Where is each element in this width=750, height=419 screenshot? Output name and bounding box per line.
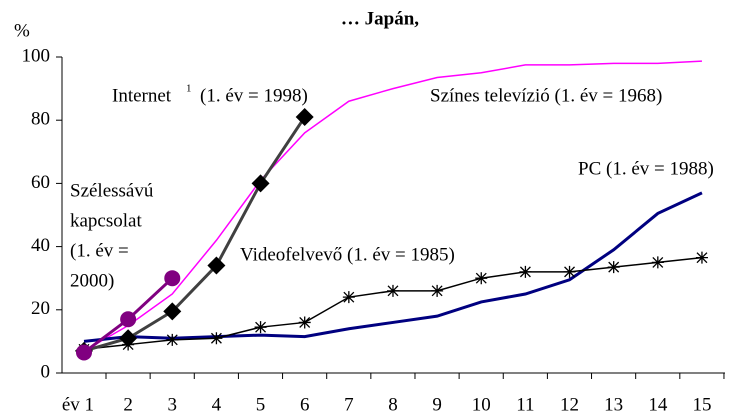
series-label: (1. év = bbox=[70, 240, 129, 261]
x-tick-label: 15 bbox=[692, 394, 711, 415]
y-axis-label: % bbox=[14, 20, 30, 41]
x-tick-label: 2 bbox=[123, 394, 133, 415]
x-tick-label: 4 bbox=[212, 394, 222, 415]
marker bbox=[251, 174, 270, 193]
marker bbox=[607, 261, 620, 274]
series-line bbox=[83, 116, 306, 353]
x-tick-label: 5 bbox=[256, 394, 266, 415]
y-tick-label: 80 bbox=[31, 109, 50, 130]
marker bbox=[695, 251, 708, 264]
marker bbox=[295, 108, 314, 127]
marker bbox=[76, 344, 92, 361]
marker bbox=[342, 291, 355, 304]
x-tick-label: 6 bbox=[300, 394, 310, 415]
marker bbox=[207, 256, 226, 275]
x-tick-label: 10 bbox=[472, 394, 491, 415]
marker bbox=[563, 265, 576, 278]
marker bbox=[119, 329, 138, 348]
marker bbox=[120, 311, 137, 328]
y-tick-label: 100 bbox=[22, 45, 51, 66]
series-label: Színes televízió (1. év = 1968) bbox=[430, 85, 662, 106]
x-tick-label: 11 bbox=[516, 394, 534, 415]
series-label: (1. év = 1998) bbox=[200, 85, 308, 106]
marker bbox=[164, 270, 181, 287]
marker bbox=[254, 321, 267, 334]
marker bbox=[431, 284, 444, 297]
marker bbox=[519, 265, 532, 278]
series-label: Internet bbox=[112, 85, 172, 106]
y-tick-label: 60 bbox=[31, 172, 50, 193]
marker bbox=[475, 272, 488, 285]
series-label: Szélessávú bbox=[70, 180, 154, 201]
series-label: PC (1. év = 1988) bbox=[578, 158, 714, 179]
series-label: Videofelvevő (1. év = 1985) bbox=[240, 244, 455, 265]
chart-title: … Japán, bbox=[341, 8, 419, 29]
series-line bbox=[83, 191, 703, 343]
x-tick-label: 7 bbox=[344, 394, 354, 415]
x-tick-label: év 1 bbox=[62, 394, 94, 415]
x-tick-label: 12 bbox=[560, 394, 579, 415]
x-tick-label: 9 bbox=[432, 394, 442, 415]
marker bbox=[651, 256, 664, 269]
x-tick-label: 14 bbox=[648, 394, 668, 415]
x-tick-label: 13 bbox=[604, 394, 623, 415]
y-tick-label: 40 bbox=[31, 235, 50, 256]
x-tick-label: 8 bbox=[388, 394, 398, 415]
y-tick-label: 20 bbox=[31, 298, 50, 319]
marker bbox=[386, 284, 399, 297]
marker bbox=[210, 332, 223, 345]
x-tick-label: 3 bbox=[168, 394, 178, 415]
marker bbox=[298, 316, 311, 329]
series-label: kapcsolat bbox=[70, 210, 142, 231]
series-footnote: 1 bbox=[186, 83, 192, 95]
marker bbox=[166, 333, 179, 346]
series-label: 2000) bbox=[70, 270, 114, 291]
series-line bbox=[83, 60, 702, 352]
y-tick-label: 0 bbox=[41, 361, 51, 382]
marker bbox=[163, 302, 182, 321]
